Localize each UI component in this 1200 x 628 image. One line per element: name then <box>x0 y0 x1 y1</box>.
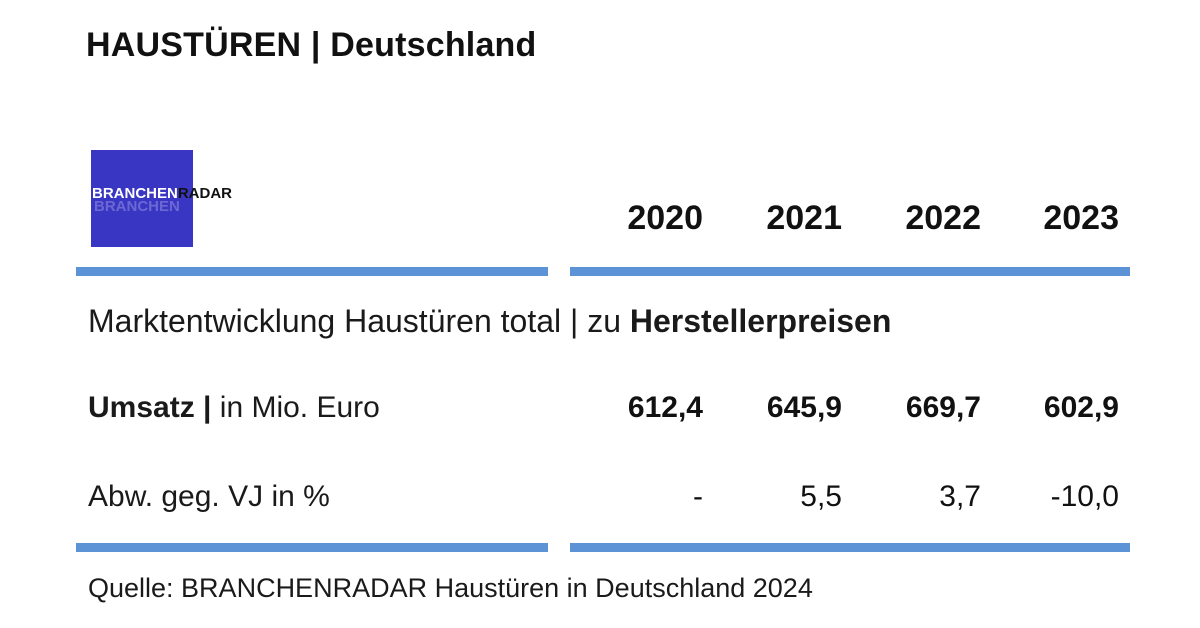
year-header-2023: 2023 <box>1043 199 1119 237</box>
cell-abweichung-2022: 3,7 <box>939 480 981 513</box>
year-header-2020: 2020 <box>627 199 703 237</box>
cell-abweichung-2020: - <box>693 480 703 513</box>
footer-rule-right <box>570 543 1130 552</box>
footer-rule-left <box>76 543 548 552</box>
cell-umsatz-2020: 612,4 <box>627 391 703 424</box>
cell-umsatz-2021: 645,9 <box>766 391 842 424</box>
table-subtitle: Marktentwicklung Haustüren total | zu He… <box>88 303 891 340</box>
cell-umsatz-2022: 669,7 <box>905 391 981 424</box>
row-label-umsatz: Umsatz | in Mio. Euro <box>88 391 380 425</box>
cell-abweichung-2023: -10,0 <box>1050 480 1119 513</box>
cell-abweichung-2021: 5,5 <box>800 480 842 513</box>
logo-brand-text: BRANCHEN <box>92 185 178 202</box>
logo-suffix-text: RADAR <box>177 185 233 202</box>
year-header-2022: 2022 <box>905 199 981 237</box>
branchenradar-logo <box>91 150 193 247</box>
row-label-rest: in Mio. Euro <box>211 391 380 424</box>
row-label-rest: Abw. geg. VJ in % <box>88 480 330 513</box>
source-note: Quelle: BRANCHENRADAR Haustüren in Deuts… <box>88 573 813 603</box>
logo-reflection: BRANCHEN <box>94 198 180 215</box>
year-header-2021: 2021 <box>766 199 842 237</box>
subtitle-bold-text: Herstellerpreisen <box>629 303 892 339</box>
header-rule-right <box>570 267 1130 276</box>
cell-umsatz-2023: 602,9 <box>1043 391 1119 424</box>
row-label-bold: Umsatz | <box>88 391 212 424</box>
row-label-abweichung: Abw. geg. VJ in % <box>88 480 330 514</box>
logo-wordmark: BRANCHENRADAR <box>92 185 232 202</box>
header-rule-left <box>76 267 548 276</box>
page-title: HAUSTÜREN | Deutschland <box>86 26 537 64</box>
subtitle-text: Marktentwicklung Haustüren total | zu <box>88 303 630 339</box>
